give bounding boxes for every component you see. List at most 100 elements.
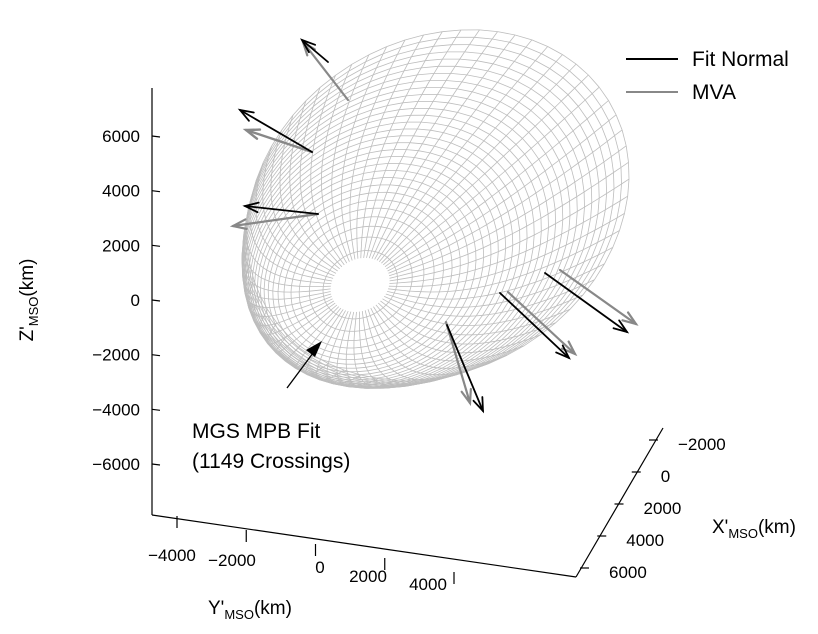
mesh-segment bbox=[425, 379, 430, 382]
mesh-segment bbox=[324, 349, 332, 353]
mesh-segment bbox=[401, 364, 406, 368]
mesh-segment bbox=[282, 149, 284, 156]
mesh-segment bbox=[568, 215, 571, 231]
mesh-segment bbox=[452, 112, 458, 120]
mesh-segment bbox=[555, 282, 563, 287]
mesh-segment bbox=[341, 369, 345, 373]
mesh-segment bbox=[336, 222, 344, 227]
mesh-segment bbox=[567, 94, 579, 107]
mesh-segment bbox=[295, 347, 299, 351]
mesh-segment bbox=[291, 201, 294, 207]
mesh-segment bbox=[388, 288, 396, 291]
mesh-segment bbox=[332, 159, 335, 167]
mesh-segment bbox=[389, 259, 392, 263]
mesh-segment bbox=[604, 221, 611, 239]
mesh-segment bbox=[299, 302, 302, 309]
mesh-segment bbox=[612, 230, 620, 235]
mesh-segment bbox=[421, 136, 427, 145]
mesh-segment bbox=[293, 130, 307, 143]
mesh-segment bbox=[387, 266, 396, 272]
mesh-segment bbox=[346, 101, 363, 110]
mesh-segment bbox=[275, 351, 286, 361]
mesh-segment bbox=[385, 304, 397, 313]
mesh-segment bbox=[505, 94, 520, 103]
annotation-arrow-shaft bbox=[286, 348, 317, 389]
mesh-segment bbox=[371, 379, 376, 382]
mesh-segment bbox=[290, 263, 298, 267]
mesh-segment bbox=[330, 315, 340, 328]
mesh-segment bbox=[437, 94, 453, 97]
mesh-segment bbox=[426, 356, 432, 359]
mesh-segment bbox=[369, 112, 385, 117]
mesh-segment bbox=[427, 297, 437, 300]
mesh-segment bbox=[356, 237, 362, 239]
mesh-segment bbox=[311, 299, 325, 305]
mesh-segment bbox=[464, 232, 473, 238]
mesh-segment bbox=[341, 310, 346, 318]
mesh-segment bbox=[422, 143, 435, 147]
mesh-segment bbox=[282, 196, 292, 207]
mesh-segment bbox=[246, 270, 248, 275]
mesh-segment bbox=[403, 214, 410, 224]
mesh-segment bbox=[254, 322, 257, 325]
mesh-segment bbox=[356, 226, 364, 229]
mesh-segment bbox=[479, 187, 487, 194]
mesh-segment bbox=[558, 233, 563, 249]
mesh-segment bbox=[531, 164, 539, 177]
mesh-segment bbox=[386, 227, 393, 230]
mesh-segment bbox=[324, 344, 328, 351]
mesh-segment bbox=[325, 363, 329, 366]
mesh-segment bbox=[248, 290, 251, 293]
mesh-segment bbox=[374, 170, 386, 172]
mesh-segment bbox=[562, 70, 570, 78]
mesh-segment bbox=[373, 313, 380, 325]
mesh-segment bbox=[327, 343, 334, 347]
mesh-segment bbox=[328, 123, 331, 130]
mesh-segment bbox=[335, 373, 339, 376]
mesh-segment bbox=[403, 376, 408, 379]
mesh-segment bbox=[380, 82, 385, 90]
mesh-segment bbox=[426, 169, 432, 177]
mesh-segment bbox=[243, 258, 247, 275]
mesh-segment bbox=[252, 283, 259, 299]
mesh-segment bbox=[426, 339, 436, 347]
mesh-segment bbox=[399, 185, 409, 188]
mesh-segment bbox=[487, 153, 498, 163]
mesh-segment bbox=[487, 265, 491, 276]
mesh-segment bbox=[512, 108, 525, 118]
mesh-segment bbox=[501, 351, 508, 354]
mesh-segment bbox=[425, 193, 434, 199]
mesh-segment bbox=[456, 307, 463, 317]
mesh-segment bbox=[402, 299, 406, 305]
mesh-segment bbox=[461, 165, 471, 173]
mesh-segment bbox=[406, 229, 415, 238]
mesh-segment bbox=[303, 312, 307, 318]
mesh-segment bbox=[317, 307, 330, 317]
mesh-segment bbox=[365, 338, 369, 347]
mesh-segment bbox=[396, 170, 407, 172]
mesh-segment bbox=[292, 229, 296, 235]
mesh-segment bbox=[331, 165, 334, 173]
mesh-segment bbox=[448, 245, 452, 253]
mesh-segment bbox=[416, 356, 428, 363]
mesh-segment bbox=[463, 306, 470, 317]
mesh-segment bbox=[299, 106, 314, 120]
mesh-segment bbox=[343, 255, 347, 258]
mesh-segment bbox=[561, 219, 564, 235]
mesh-segment bbox=[447, 283, 451, 292]
mesh-segment bbox=[281, 114, 294, 131]
mesh-segment bbox=[385, 302, 389, 306]
mesh-segment bbox=[333, 306, 340, 313]
mesh-segment bbox=[440, 208, 448, 215]
mesh-segment bbox=[428, 305, 434, 313]
mesh-segment bbox=[586, 118, 595, 133]
mesh-segment bbox=[376, 61, 394, 69]
mesh-segment bbox=[434, 208, 441, 215]
mesh-segment bbox=[380, 368, 392, 373]
mesh-segment bbox=[244, 255, 248, 272]
mesh-segment bbox=[445, 238, 450, 246]
annotation-arrow-head bbox=[306, 341, 322, 357]
mesh-segment bbox=[489, 210, 495, 221]
mesh-segment bbox=[269, 260, 274, 264]
